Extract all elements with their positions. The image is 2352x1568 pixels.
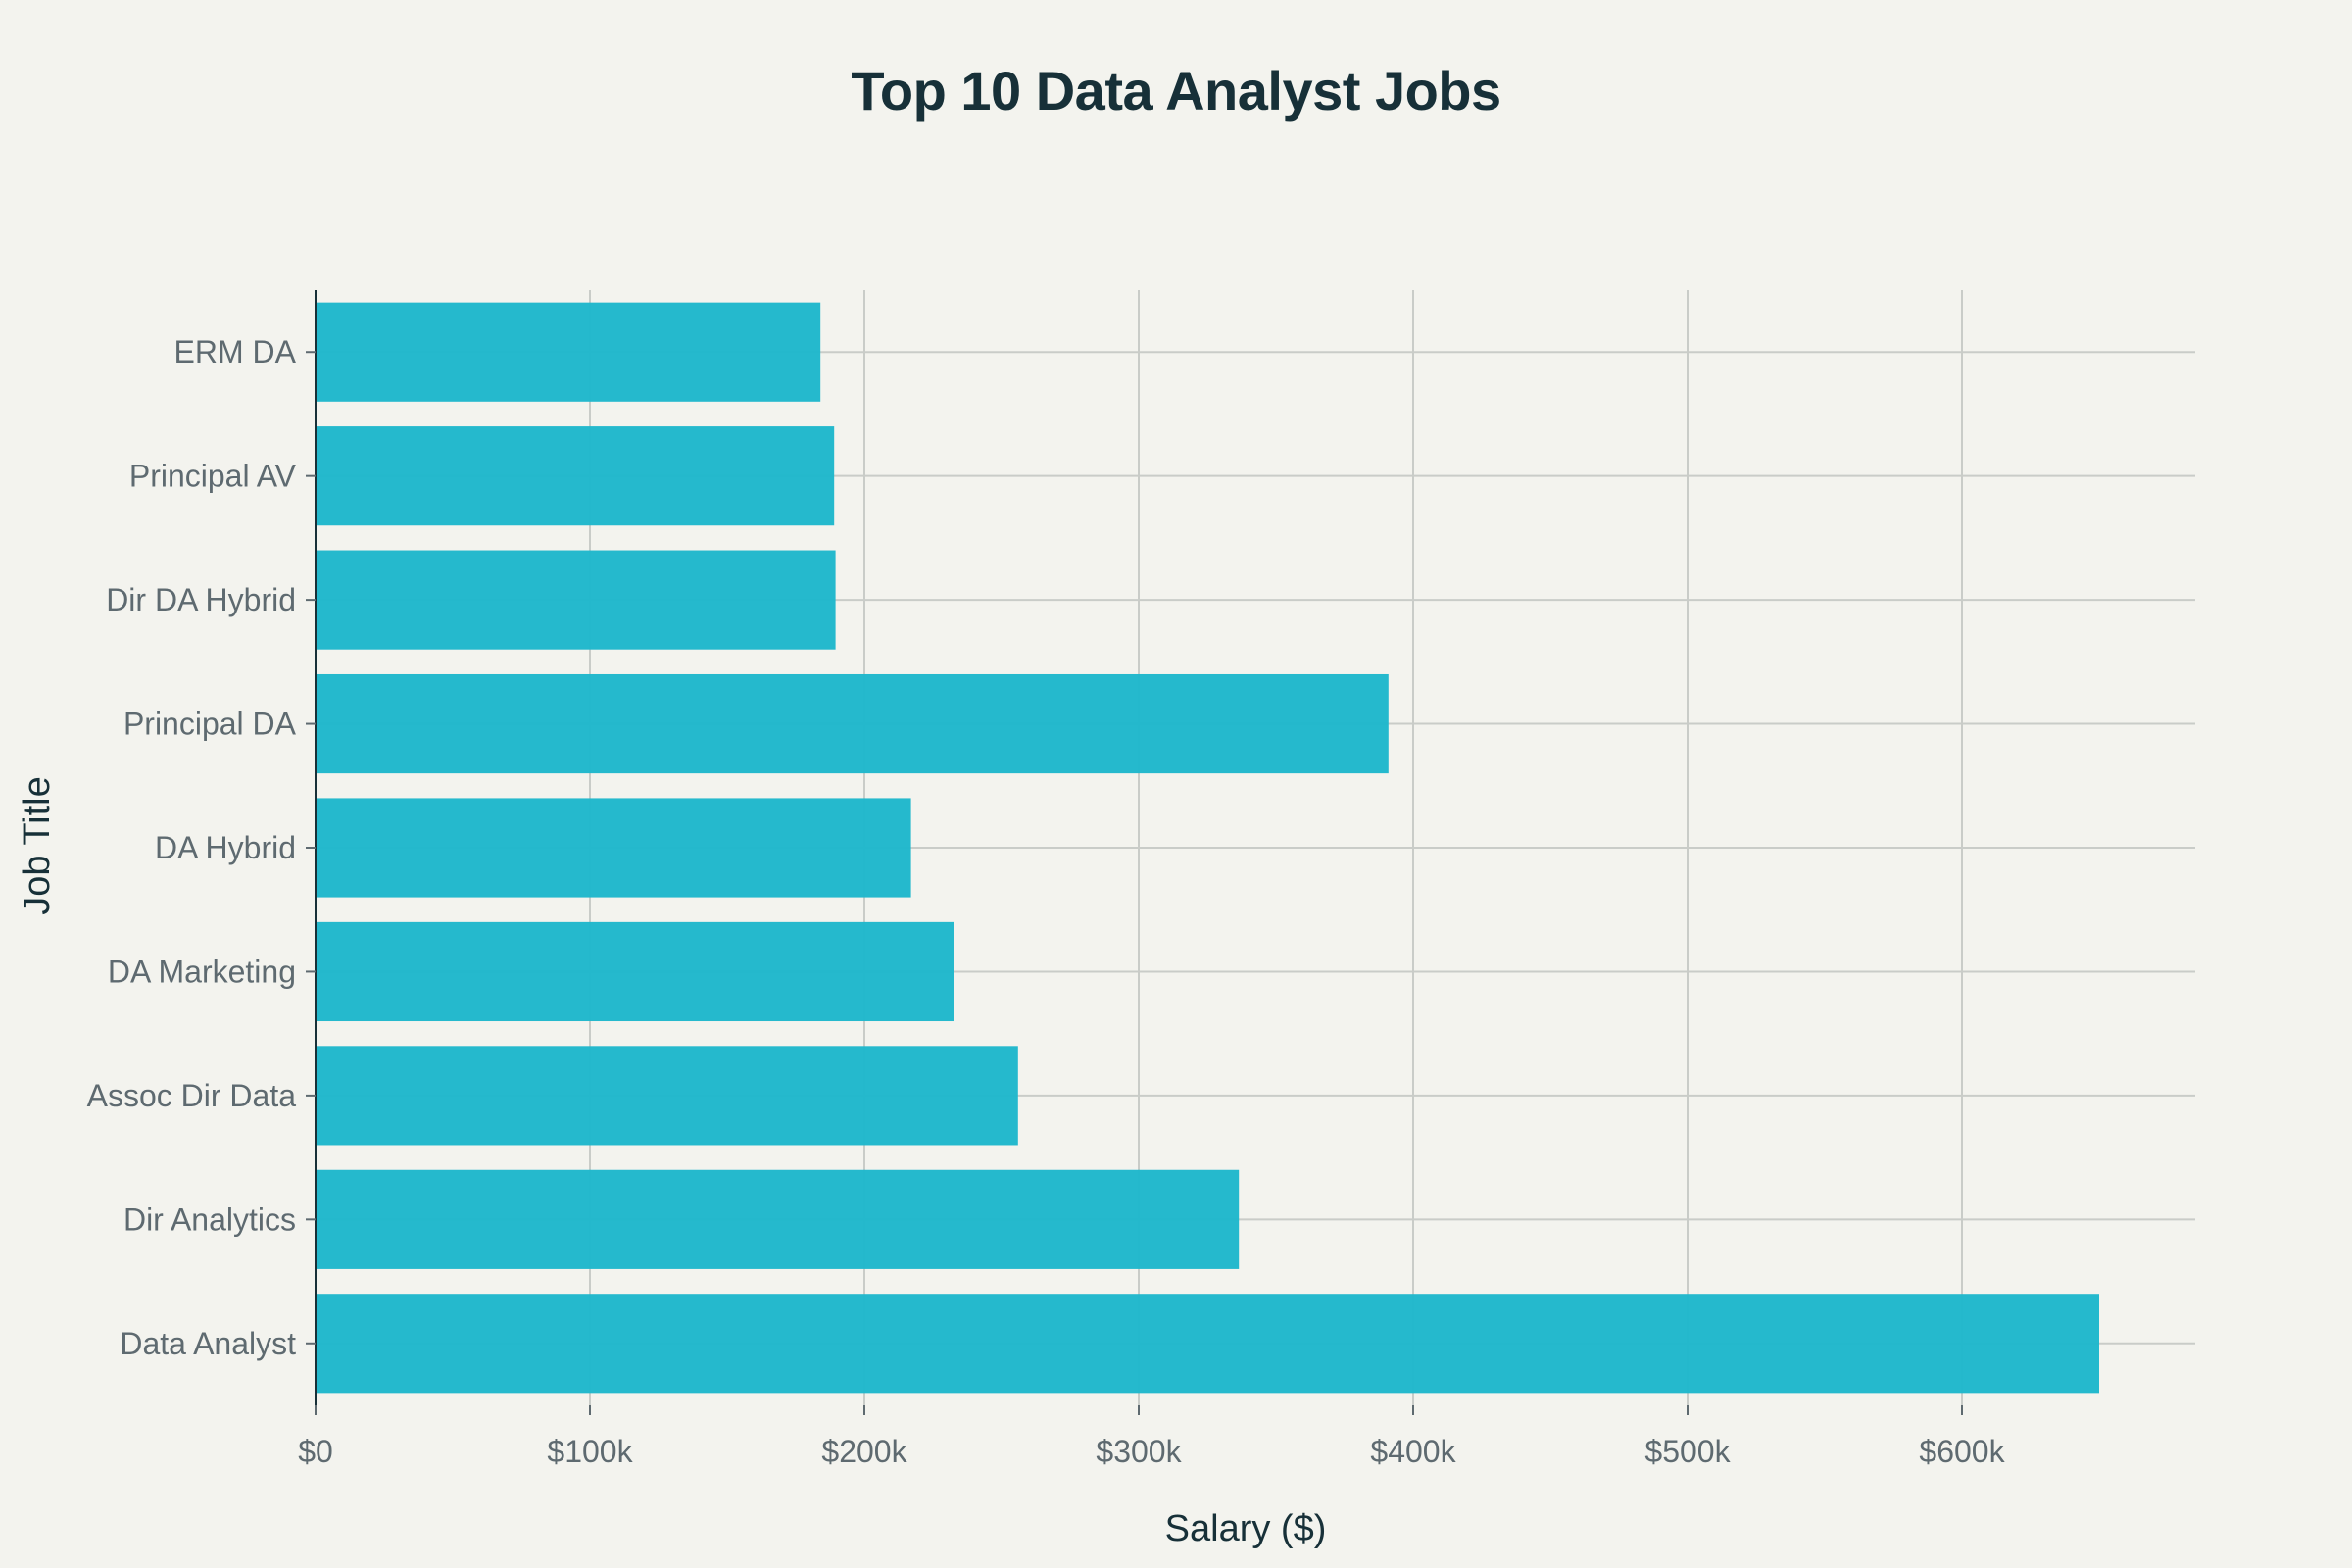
y-tick-label: DA Marketing xyxy=(108,954,296,989)
x-tick-label: $200k xyxy=(821,1434,907,1469)
bar-dir-analytics xyxy=(316,1169,1240,1269)
x-tick-label: $500k xyxy=(1644,1434,1731,1469)
bar-dir-da-hybrid xyxy=(316,550,836,650)
y-axis-title: Job Title xyxy=(17,776,58,915)
x-axis-title: Salary ($) xyxy=(1165,1508,1327,1549)
bar-principal-av xyxy=(316,426,835,526)
y-tick-label: Principal AV xyxy=(129,459,297,494)
y-tick-label: Dir Analytics xyxy=(123,1201,296,1237)
bars xyxy=(316,302,2099,1394)
y-tick-label: Principal DA xyxy=(123,707,297,742)
y-tick-label: DA Hybrid xyxy=(155,830,296,865)
tick-labels: ERM DA Principal AV Dir DA Hybrid Principal… xyxy=(87,334,2006,1469)
x-tick-label: $0 xyxy=(298,1434,333,1469)
bar-da-hybrid xyxy=(316,798,911,898)
x-tick-label: $600k xyxy=(1919,1434,2005,1469)
bar-principal-da xyxy=(316,673,1389,774)
bar-data-analyst xyxy=(316,1294,2099,1394)
y-tick-label: Dir DA Hybrid xyxy=(106,582,296,617)
x-tick-label: $400k xyxy=(1370,1434,1456,1469)
bar-erm-da xyxy=(316,302,821,402)
bar-da-marketing xyxy=(316,921,954,1022)
x-tick-label: $100k xyxy=(547,1434,633,1469)
bar-assoc-dir-data xyxy=(316,1046,1018,1146)
axes xyxy=(306,290,1963,1415)
x-tick-label: $300k xyxy=(1096,1434,1182,1469)
y-tick-label: Assoc Dir Data xyxy=(87,1078,297,1113)
y-tick-label: Data Analyst xyxy=(120,1326,296,1361)
chart-title: Top 10 Data Analyst Jobs xyxy=(851,60,1501,122)
y-tick-label: ERM DA xyxy=(174,334,297,369)
